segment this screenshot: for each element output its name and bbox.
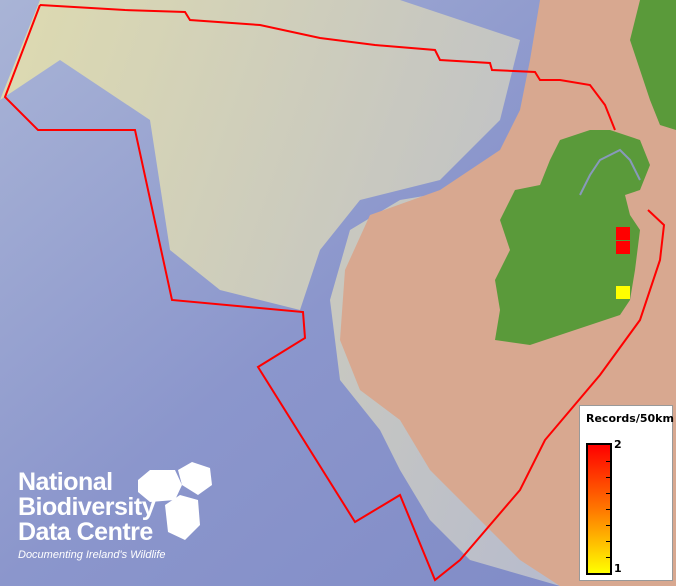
boundary-line: [3, 4, 666, 582]
legend-max-label: 2: [614, 438, 622, 451]
record-square[interactable]: [616, 286, 630, 299]
boundary-line: [39, 4, 616, 131]
ireland-land: [495, 130, 650, 345]
ni-border: [579, 148, 641, 196]
color-ramp: [586, 443, 612, 575]
logo-line: National: [18, 468, 113, 496]
logo-tagline: Documenting Ireland's Wildlife: [18, 549, 166, 561]
record-square[interactable]: [616, 241, 630, 254]
logo-line: Data Centre: [18, 518, 153, 546]
record-square[interactable]: [616, 227, 630, 240]
legend-title: Records/50km: [586, 412, 674, 425]
legend-min-label: 1: [614, 562, 622, 575]
logo-line: Biodiversity: [18, 493, 156, 521]
logo-hexagons-icon: [138, 462, 212, 540]
britain-land: [630, 0, 676, 130]
legend: Records/50km 2 1: [579, 405, 674, 581]
nbdc-logo: National Biodiversity Data Centre Docume…: [18, 468, 166, 562]
